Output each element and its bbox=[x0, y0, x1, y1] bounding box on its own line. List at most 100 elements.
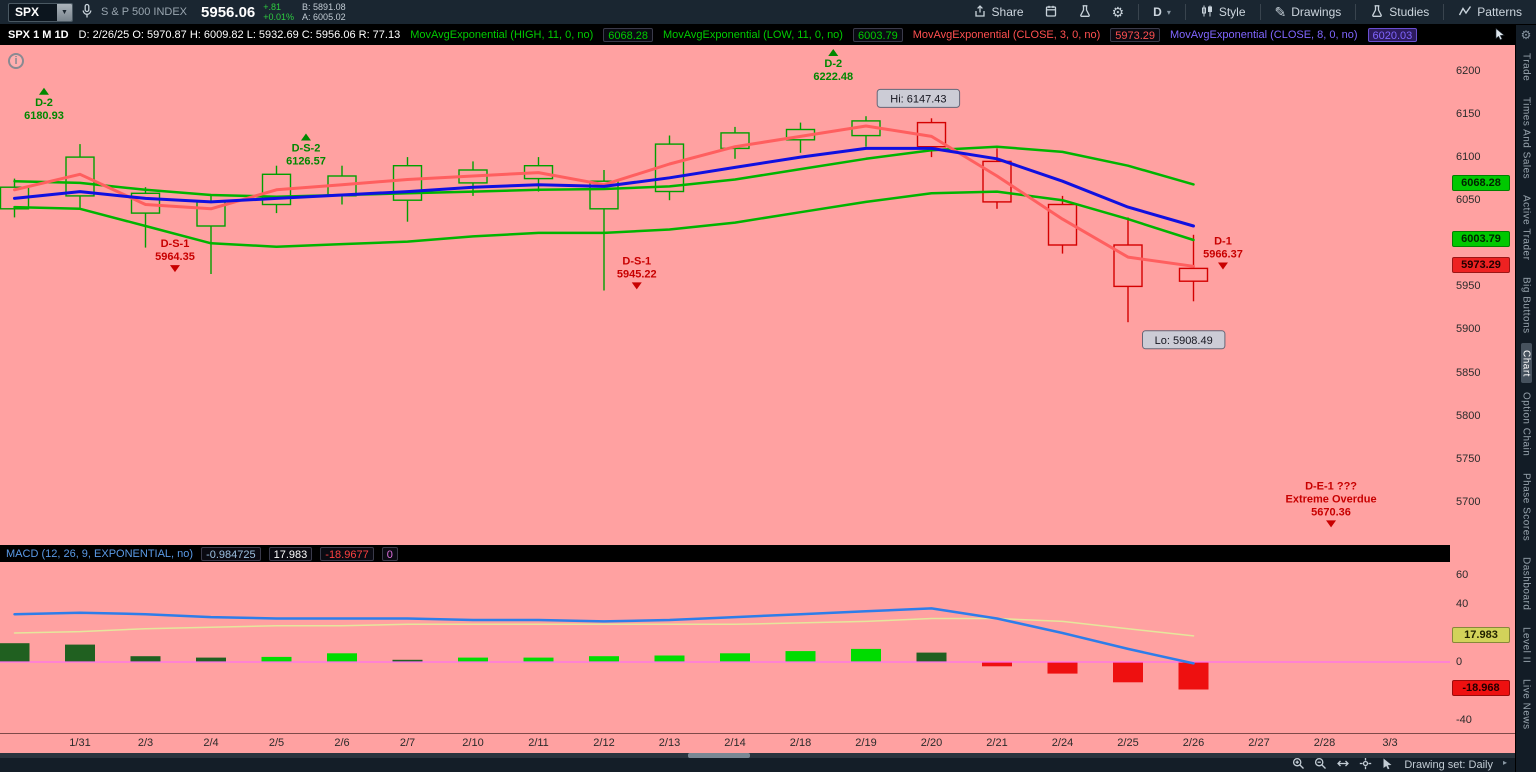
timeframe-button[interactable]: D ▾ bbox=[1153, 5, 1171, 19]
share-icon bbox=[973, 4, 987, 21]
pointer-tool-icon[interactable] bbox=[1381, 757, 1394, 772]
svg-text:6180.93: 6180.93 bbox=[24, 110, 64, 122]
svg-text:D-E-1 ???: D-E-1 ??? bbox=[1305, 480, 1357, 492]
study-legend-3[interactable]: MovAvgExponential (CLOSE, 3, 0, no) bbox=[912, 29, 1101, 41]
quick-chart-button[interactable] bbox=[1038, 2, 1064, 23]
axis-tick-label: 5800 bbox=[1456, 409, 1481, 422]
settings-button[interactable]: ⚙ bbox=[1106, 3, 1131, 21]
symbol-description: S & P 500 INDEX bbox=[101, 6, 188, 18]
time-axis-label: 1/31 bbox=[69, 737, 91, 749]
microphone-icon[interactable] bbox=[81, 3, 93, 22]
fit-chart-icon[interactable] bbox=[1359, 757, 1372, 772]
right-sidebar: ⚙ Trade Times And Sales Active Trader Bi… bbox=[1515, 25, 1536, 772]
drawings-button[interactable]: ✎ Drawings bbox=[1274, 4, 1342, 20]
axis-price-bubble: 17.983 bbox=[1452, 626, 1510, 643]
info-icon[interactable]: i bbox=[8, 53, 24, 69]
chevron-right-icon[interactable]: ▸ bbox=[1502, 758, 1507, 767]
price-chart-area[interactable]: D-2 6180.93 D-S-2 6126.57 D-2 6222.48 D-S-1 596… bbox=[0, 45, 1515, 545]
study-legend-2[interactable]: MovAvgExponential (LOW, 11, 0, no) bbox=[663, 29, 843, 41]
studies-button[interactable]: Studies bbox=[1364, 2, 1435, 23]
time-axis-label: 2/27 bbox=[1248, 737, 1270, 749]
macd-chart-svg[interactable] bbox=[0, 562, 1450, 733]
ohlc-readout: D: 2/26/25 O: 5970.87 H: 6009.82 L: 5932… bbox=[78, 29, 401, 41]
scrollbar-thumb[interactable] bbox=[688, 753, 750, 758]
svg-text:D-S-1: D-S-1 bbox=[161, 238, 190, 250]
hi-lo-badge: Lo: 5908.49 bbox=[1142, 330, 1226, 350]
time-axis-label: 2/19 bbox=[855, 737, 877, 749]
svg-text:6222.48: 6222.48 bbox=[813, 71, 853, 83]
sidebar-tab-phase-scores[interactable]: Phase Scores bbox=[1520, 472, 1532, 542]
zoom-out-icon[interactable] bbox=[1314, 757, 1327, 772]
svg-text:Extreme Overdue: Extreme Overdue bbox=[1285, 493, 1376, 505]
time-axis-label: 2/13 bbox=[658, 737, 681, 749]
time-axis-label: 2/25 bbox=[1117, 737, 1139, 749]
symbol-input[interactable]: SPX ▼ bbox=[8, 2, 74, 22]
svg-text:Hi: 6147.43: Hi: 6147.43 bbox=[890, 93, 946, 105]
axis-price-bubble: 6003.79 bbox=[1452, 231, 1510, 247]
time-axis-label: 2/7 bbox=[399, 737, 416, 749]
symbol-value: SPX bbox=[15, 5, 40, 19]
sidebar-gear-icon[interactable]: ⚙ bbox=[1520, 28, 1532, 42]
sidebar-tab-level-ii[interactable]: Level II bbox=[1520, 626, 1532, 663]
pencil-icon: ✎ bbox=[1274, 4, 1287, 20]
svg-text:5966.37: 5966.37 bbox=[1203, 249, 1243, 261]
time-axis-label: 2/24 bbox=[1051, 737, 1074, 749]
drawing-set-label[interactable]: Drawing set: Daily bbox=[1404, 758, 1493, 771]
ask-value: A: 6005.02 bbox=[302, 12, 346, 22]
sidebar-tab-option-chain[interactable]: Option Chain bbox=[1520, 392, 1532, 457]
style-icon bbox=[1200, 4, 1214, 21]
macd-study-label[interactable]: MACD (12, 26, 9, EXPONENTIAL, no) bbox=[6, 547, 194, 560]
time-axis-label: 2/3 bbox=[137, 737, 154, 749]
axis-tick-label: 6100 bbox=[1456, 151, 1481, 164]
style-button[interactable]: Style bbox=[1194, 2, 1252, 23]
time-axis-label: 2/28 bbox=[1313, 737, 1336, 749]
price-chart-svg[interactable]: D-26180.93D-S-26126.57D-26222.48D-S-1596… bbox=[0, 45, 1450, 545]
time-axis-label: 2/14 bbox=[724, 737, 746, 749]
time-axis-label: 2/11 bbox=[528, 737, 549, 749]
symbol-dropdown-button[interactable]: ▼ bbox=[57, 3, 73, 21]
macd-diff: -18.9677 bbox=[320, 546, 374, 561]
chart-scrollbar[interactable] bbox=[0, 753, 1515, 758]
ondemand-button[interactable] bbox=[1072, 2, 1098, 23]
flask-icon bbox=[1078, 4, 1092, 21]
study-legend-4[interactable]: MovAvgExponential (CLOSE, 8, 0, no) bbox=[1170, 29, 1358, 41]
time-axis-label: 2/12 bbox=[593, 737, 615, 749]
macd-avg: 17.983 bbox=[268, 546, 313, 561]
time-axis-label: 2/4 bbox=[203, 737, 219, 749]
zoom-in-icon[interactable] bbox=[1292, 757, 1305, 772]
axis-tick-label: 6150 bbox=[1456, 107, 1481, 120]
sidebar-tab-times-and-sales[interactable]: Times And Sales bbox=[1520, 97, 1532, 180]
axis-tick-label: 5900 bbox=[1456, 323, 1481, 336]
svg-text:6126.57: 6126.57 bbox=[286, 155, 326, 167]
axis-tick-label: 40 bbox=[1456, 598, 1469, 611]
study-value-4: 6020.03 bbox=[1367, 28, 1418, 42]
sidebar-tab-active-trader[interactable]: Active Trader bbox=[1520, 195, 1532, 261]
axis-tick-label: 5700 bbox=[1456, 495, 1481, 508]
sidebar-tab-trade[interactable]: Trade bbox=[1520, 53, 1532, 82]
study-legend-1[interactable]: MovAvgExponential (HIGH, 11, 0, no) bbox=[410, 29, 594, 41]
share-button[interactable]: Share bbox=[967, 2, 1030, 23]
time-axis[interactable]: 1/31 2/3 2/4 2/5 2/6 2/7 2/10 2/11 2/12 2/13 2/14 2… bbox=[0, 733, 1515, 753]
pan-horizontal-icon[interactable] bbox=[1336, 757, 1350, 772]
chart-symbol-period[interactable]: SPX 1 M 1D bbox=[8, 29, 69, 41]
sidebar-tab-chart[interactable]: Chart bbox=[1520, 342, 1532, 384]
cursor-tool-icon[interactable] bbox=[1493, 27, 1507, 44]
axis-tick-label: 5950 bbox=[1456, 280, 1481, 293]
svg-text:D-2: D-2 bbox=[35, 97, 53, 109]
patterns-button[interactable]: Patterns bbox=[1452, 2, 1528, 23]
sidebar-tab-dashboard[interactable]: Dashboard bbox=[1520, 557, 1532, 611]
svg-text:Lo: 5908.49: Lo: 5908.49 bbox=[1155, 335, 1213, 347]
sidebar-tab-live-news[interactable]: Live News bbox=[1520, 678, 1532, 730]
svg-text:D-2: D-2 bbox=[824, 58, 842, 70]
price-axis[interactable]: 6200615061006050600059505900585058005750… bbox=[1450, 45, 1515, 545]
svg-text:5670.36: 5670.36 bbox=[1311, 506, 1351, 518]
sidebar-tab-big-buttons[interactable]: Big Buttons bbox=[1520, 276, 1532, 334]
time-axis-label: 2/18 bbox=[789, 737, 812, 749]
